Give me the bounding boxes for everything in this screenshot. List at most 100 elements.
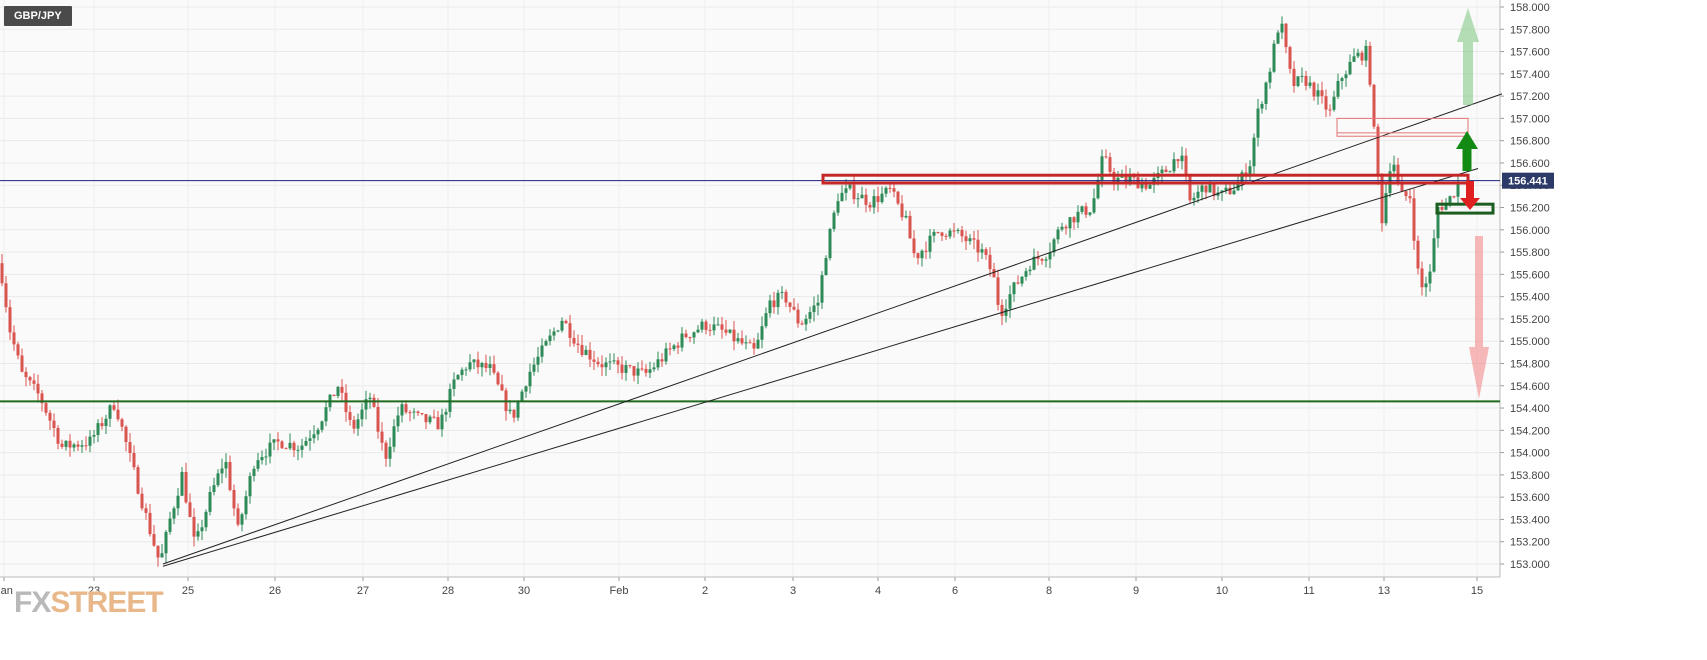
date-tick-label: 23 xyxy=(88,585,100,597)
candle-body xyxy=(532,364,536,372)
candle-body xyxy=(1176,159,1180,162)
candle-body xyxy=(1064,226,1068,229)
candle-body xyxy=(1312,82,1316,97)
candle-body xyxy=(788,302,792,307)
plot-area xyxy=(0,0,1500,577)
candle-body xyxy=(1072,217,1076,223)
candle-body xyxy=(8,307,12,333)
candle-body xyxy=(600,364,604,368)
symbol-label[interactable]: GBP/JPY xyxy=(4,6,72,26)
price-tick-label: 157.000 xyxy=(1510,113,1550,125)
price-tick-label: 155.400 xyxy=(1510,292,1550,304)
candle-body xyxy=(936,231,940,233)
candle-body xyxy=(412,411,416,413)
candle-body xyxy=(196,531,200,537)
candle-body xyxy=(1084,206,1088,215)
candle-body xyxy=(764,313,768,327)
candle-body xyxy=(472,359,476,363)
candle-body xyxy=(116,409,120,420)
candle-body xyxy=(340,386,344,393)
candle-body xyxy=(552,331,556,336)
candle-body xyxy=(932,231,936,236)
candle-body xyxy=(356,419,360,429)
candle-body xyxy=(288,442,292,449)
faded-up-arrow xyxy=(1457,8,1479,106)
candle-body xyxy=(440,414,444,430)
candle-body xyxy=(1452,196,1456,198)
candle-body xyxy=(276,439,280,442)
candle-body xyxy=(1200,185,1204,192)
candle-body xyxy=(1304,75,1308,86)
candle-body xyxy=(1052,239,1056,253)
candle-body xyxy=(112,405,116,410)
candle-body xyxy=(1408,196,1412,199)
candle-body xyxy=(1448,196,1452,203)
candle-body xyxy=(1380,175,1384,224)
candle-body xyxy=(1284,23,1288,48)
candle-body xyxy=(72,444,76,448)
price-tick-label: 153.600 xyxy=(1510,492,1550,504)
candle-body xyxy=(1140,182,1144,189)
candle-body xyxy=(24,371,28,378)
candle-body xyxy=(420,413,424,415)
candle-body xyxy=(400,404,404,416)
candle-body xyxy=(1076,211,1080,223)
price-tick-label: 154.600 xyxy=(1510,381,1550,393)
candle-body xyxy=(1396,164,1400,183)
candle-body xyxy=(1324,96,1328,110)
candle-body xyxy=(508,409,512,412)
candle-body xyxy=(728,329,732,333)
candle-body xyxy=(264,456,268,458)
candle-body xyxy=(732,329,736,342)
candle-body xyxy=(920,250,924,259)
candle-body xyxy=(1292,68,1296,86)
candle-body xyxy=(376,406,380,432)
candle-body xyxy=(1416,240,1420,269)
candle-body xyxy=(4,283,8,308)
candle-body xyxy=(724,329,728,333)
candle-body xyxy=(428,416,432,423)
candle-body xyxy=(1032,256,1036,270)
candle-body xyxy=(1148,184,1152,189)
date-tick-label: Feb xyxy=(610,585,629,597)
candle-body xyxy=(496,372,500,385)
candle-body xyxy=(1128,176,1132,182)
candle-body xyxy=(1008,294,1012,309)
candle-body xyxy=(268,442,272,457)
candle-body xyxy=(404,404,408,413)
candle-body xyxy=(776,292,780,308)
candle-body xyxy=(560,320,564,331)
price-tick-label: 157.600 xyxy=(1510,47,1550,59)
candle-body xyxy=(1160,169,1164,174)
candle-body xyxy=(844,188,848,193)
candle-body xyxy=(120,419,124,427)
candle-body xyxy=(956,229,960,231)
candle-body xyxy=(964,236,968,242)
candle-body xyxy=(240,514,244,525)
candle-body xyxy=(940,232,944,236)
date-tick-label: 25 xyxy=(182,585,194,597)
date-tick-label: 28 xyxy=(442,585,454,597)
logo-prefix: FX xyxy=(14,586,51,619)
candle-body xyxy=(1344,74,1348,79)
candle-body xyxy=(796,309,800,324)
candle-body xyxy=(840,192,844,202)
price-tick-label: 156.000 xyxy=(1510,225,1550,237)
price-tick-label: 153.200 xyxy=(1510,537,1550,549)
candle-body xyxy=(984,249,988,255)
candle-body xyxy=(1268,71,1272,83)
date-tick-label: 11 xyxy=(1303,585,1314,597)
candle-body xyxy=(1172,159,1176,172)
candle-body xyxy=(380,431,384,443)
candle-body xyxy=(1036,256,1040,260)
candle-body xyxy=(588,349,592,360)
candle-body xyxy=(868,204,872,208)
candle-body xyxy=(96,423,100,436)
candle-body xyxy=(220,468,224,474)
candle-body xyxy=(820,275,824,303)
candle-body xyxy=(1204,185,1208,193)
candle-body xyxy=(296,449,300,451)
candle-body xyxy=(912,238,916,254)
candle-body xyxy=(652,367,656,370)
candle-body xyxy=(616,360,620,365)
